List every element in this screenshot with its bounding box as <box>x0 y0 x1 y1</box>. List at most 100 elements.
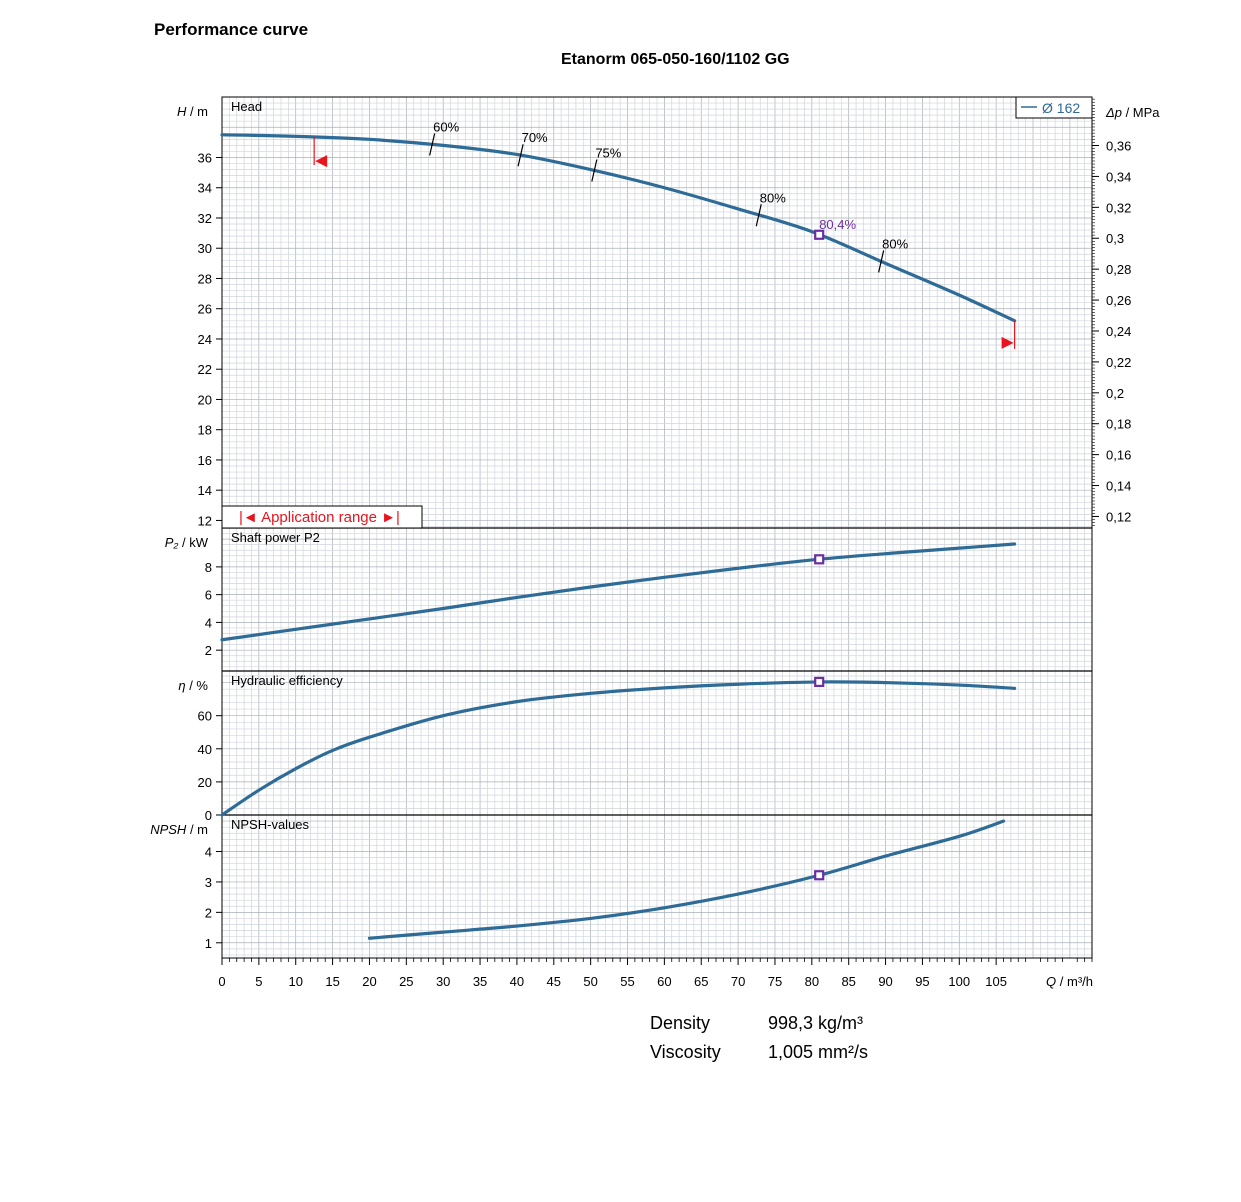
dp-tick-label: 0,22 <box>1106 355 1131 370</box>
y-tick-label-head: 14 <box>198 483 212 498</box>
y-tick-label-head: 36 <box>198 150 212 165</box>
bep-marker-efficiency <box>814 676 825 688</box>
x-tick-label: 50 <box>583 974 597 989</box>
viscosity-value: 1,005 mm²/s <box>768 1042 869 1062</box>
y-tick-label-head: 22 <box>198 362 212 377</box>
y-tick-label-npsh: 4 <box>205 845 212 860</box>
efficiency-tick <box>591 159 598 182</box>
x-tick-label: 70 <box>731 974 745 989</box>
dp-tick-label: 0,16 <box>1106 448 1131 463</box>
bep-label: 80,4% <box>819 217 856 232</box>
x-tick-label: 15 <box>325 974 339 989</box>
x-tick-label: 65 <box>694 974 708 989</box>
x-tick-label: 30 <box>436 974 450 989</box>
efficiency-label: 70% <box>522 130 548 145</box>
bep-marker-power <box>814 554 825 565</box>
dp-tick-label: 0,24 <box>1106 324 1131 339</box>
y-tick-label-efficiency: 40 <box>198 742 212 757</box>
curve-npsh <box>367 819 1006 940</box>
curve-head <box>220 133 1017 323</box>
bep-marker-head <box>814 229 825 240</box>
dp-axis-label: Δp / MPa <box>1105 105 1160 120</box>
y-tick-label-power: 8 <box>205 560 212 575</box>
panel-title-power: Shaft power P2 <box>231 530 320 545</box>
x-tick-label: 10 <box>288 974 302 989</box>
x-tick-label: 80 <box>805 974 819 989</box>
range-end-arrow <box>1001 336 1014 349</box>
y-tick-label-head: 30 <box>198 241 212 256</box>
y-tick-label-head: 24 <box>198 332 212 347</box>
bep-marker-npsh <box>814 870 825 881</box>
x-tick-label: 55 <box>620 974 634 989</box>
x-tick-label: 85 <box>841 974 855 989</box>
dp-tick-label: 0,2 <box>1106 386 1124 401</box>
y-axis-label-power: P₂ / kW <box>165 535 209 550</box>
efficiency-tick <box>755 204 762 227</box>
y-tick-label-power: 4 <box>205 615 212 630</box>
y-tick-label-head: 26 <box>198 302 212 317</box>
x-tick-label: 0 <box>218 974 225 989</box>
y-axis-label-head: H / m <box>177 104 208 119</box>
viscosity-label: Viscosity <box>650 1042 721 1062</box>
density-value: 998,3 kg/m³ <box>768 1013 864 1033</box>
x-tick-label: 60 <box>657 974 671 989</box>
range-start-arrow <box>315 155 328 168</box>
dp-tick-label: 0,36 <box>1106 139 1131 154</box>
panel-title-efficiency: Hydraulic efficiency <box>231 673 343 688</box>
x-tick-label: 45 <box>547 974 561 989</box>
curve-efficiency <box>220 680 1017 817</box>
y-tick-label-head: 12 <box>198 513 212 528</box>
dp-tick-label: 0,32 <box>1106 200 1131 215</box>
x-tick-label: 35 <box>473 974 487 989</box>
page-title: Performance curve <box>154 20 309 39</box>
panel-title-npsh: NPSH-values <box>231 817 310 832</box>
efficiency-label: 80% <box>760 190 786 205</box>
x-tick-label: 25 <box>399 974 413 989</box>
panel-title-head: Head <box>231 99 262 114</box>
x-tick-label: 75 <box>768 974 782 989</box>
dp-tick-label: 0,14 <box>1106 479 1131 494</box>
dp-tick-label: 0,18 <box>1106 417 1131 432</box>
y-tick-label-head: 34 <box>198 181 212 196</box>
application-range-label: |◄ Application range ►| <box>239 509 400 526</box>
x-tick-label: 105 <box>985 974 1007 989</box>
x-tick-label: 40 <box>510 974 524 989</box>
legend-entry: Ø 162 <box>1042 100 1080 116</box>
x-tick-label: 20 <box>362 974 376 989</box>
efficiency-tick <box>517 144 524 167</box>
efficiency-tick <box>878 250 885 273</box>
y-tick-label-head: 32 <box>198 211 212 226</box>
dp-tick-label: 0,26 <box>1106 293 1131 308</box>
efficiency-label: 80% <box>882 236 908 251</box>
y-tick-label-efficiency: 0 <box>205 808 212 823</box>
y-tick-label-npsh: 2 <box>205 905 212 920</box>
efficiency-label: 75% <box>595 145 621 160</box>
efficiency-label: 60% <box>433 119 459 134</box>
chart-title: Etanorm 065-050-160/1102 GG <box>561 51 790 68</box>
dp-tick-label: 0,34 <box>1106 169 1131 184</box>
density-label: Density <box>650 1013 711 1033</box>
dp-tick-label: 0,12 <box>1106 509 1131 524</box>
y-tick-label-head: 28 <box>198 271 212 286</box>
y-axis-label-efficiency: η / % <box>178 678 208 693</box>
x-axis-label: Q / m³/h <box>1046 974 1093 989</box>
dp-tick-label: 0,28 <box>1106 262 1131 277</box>
efficiency-tick <box>429 133 436 156</box>
x-tick-label: 90 <box>878 974 892 989</box>
x-tick-label: 95 <box>915 974 929 989</box>
y-tick-label-npsh: 1 <box>205 936 212 951</box>
y-tick-label-efficiency: 60 <box>198 709 212 724</box>
y-tick-label-power: 6 <box>205 588 212 603</box>
y-tick-label-npsh: 3 <box>205 875 212 890</box>
legend-box <box>1015 96 1093 119</box>
application-range-box <box>221 505 423 529</box>
y-tick-label-efficiency: 20 <box>198 775 212 790</box>
x-tick-label: 100 <box>948 974 970 989</box>
y-tick-label-head: 16 <box>198 453 212 468</box>
y-axis-label-npsh: NPSH / m <box>150 822 208 837</box>
y-tick-label-head: 18 <box>198 423 212 438</box>
y-tick-label-power: 2 <box>205 643 212 658</box>
dp-tick-label: 0,3 <box>1106 231 1124 246</box>
x-tick-label: 5 <box>255 974 262 989</box>
